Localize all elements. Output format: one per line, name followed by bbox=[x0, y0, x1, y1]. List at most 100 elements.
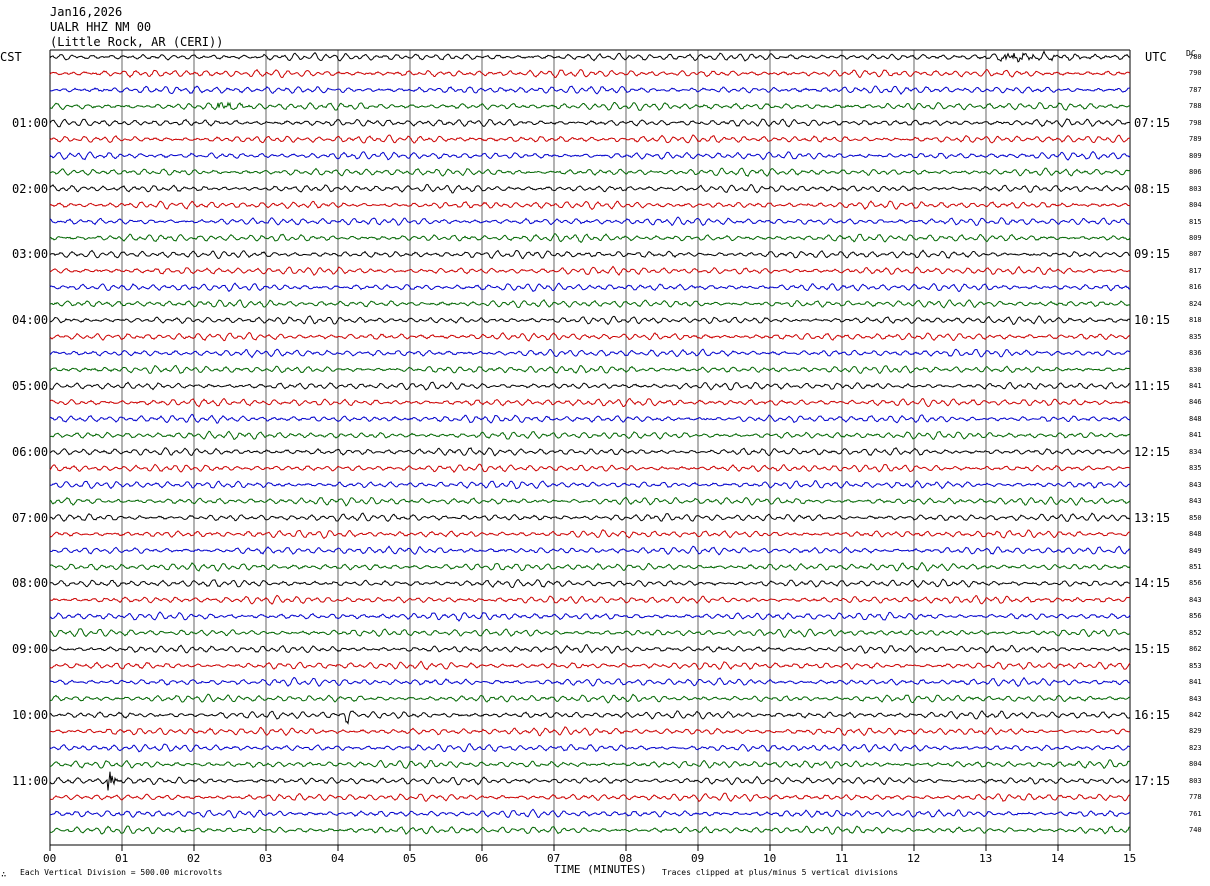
trace-1 bbox=[49, 68, 1131, 79]
hour-label-cst-4: 05:00 bbox=[12, 379, 49, 393]
scale-note: Each Vertical Division = 500.00 microvol… bbox=[20, 868, 223, 877]
hour-label-utc-2: 09:15 bbox=[1134, 247, 1171, 262]
hour-label-utc-7: 14:15 bbox=[1134, 576, 1171, 591]
dc-offset-17: 835 bbox=[1189, 332, 1202, 341]
dc-offset-44: 803 bbox=[1189, 776, 1202, 785]
hour-label-cst-7: 08:00 bbox=[12, 576, 49, 591]
trace-44 bbox=[49, 771, 1131, 791]
trace-7 bbox=[49, 167, 1131, 177]
dc-offset-38: 841 bbox=[1189, 678, 1202, 687]
dc-offset-25: 835 bbox=[1189, 464, 1202, 473]
dc-offset-47: 740 bbox=[1189, 826, 1202, 835]
hour-label-cst-1: 02:00 bbox=[12, 181, 49, 196]
dc-offset-0: 780 bbox=[1189, 53, 1202, 61]
trace-9 bbox=[49, 200, 1131, 211]
trace-34 bbox=[49, 611, 1131, 622]
trace-10 bbox=[49, 216, 1131, 227]
trace-30 bbox=[49, 545, 1131, 556]
hour-label-utc-0: 07:15 bbox=[1134, 115, 1171, 130]
dc-offset-32: 856 bbox=[1189, 579, 1202, 588]
trace-26 bbox=[49, 480, 1131, 490]
dc-offset-34: 856 bbox=[1189, 612, 1202, 621]
trace-33 bbox=[49, 594, 1131, 605]
x-tick-label-5: 05 bbox=[403, 852, 417, 865]
trace-42 bbox=[49, 743, 1131, 753]
dc-offset-16: 818 bbox=[1189, 316, 1202, 325]
x-tick-label-10: 10 bbox=[763, 852, 777, 865]
date-label: Jan16,2026 bbox=[50, 5, 123, 19]
trace-5 bbox=[49, 134, 1131, 144]
x-tick-label-9: 09 bbox=[691, 852, 705, 865]
dc-offset-42: 823 bbox=[1189, 743, 1202, 752]
trace-27 bbox=[49, 496, 1131, 507]
dc-offset-43: 804 bbox=[1189, 760, 1202, 769]
dc-offset-40: 842 bbox=[1189, 711, 1202, 719]
hour-label-utc-8: 15:15 bbox=[1134, 642, 1171, 657]
dc-offset-39: 843 bbox=[1189, 694, 1202, 703]
dc-label: DC bbox=[1186, 49, 1196, 58]
dc-offset-19: 830 bbox=[1189, 365, 1202, 374]
hour-label-cst-5: 06:00 bbox=[12, 444, 49, 459]
dc-offset-45: 778 bbox=[1189, 793, 1202, 802]
dc-offset-21: 846 bbox=[1189, 398, 1202, 407]
dc-offset-8: 803 bbox=[1189, 184, 1202, 193]
hour-label-cst-3: 04:00 bbox=[12, 313, 49, 328]
dc-offset-24: 834 bbox=[1189, 447, 1202, 456]
dc-offset-3: 788 bbox=[1189, 102, 1202, 111]
dc-offset-1: 790 bbox=[1189, 69, 1202, 78]
dc-offset-22: 848 bbox=[1189, 414, 1202, 423]
dc-offset-20: 841 bbox=[1189, 382, 1202, 390]
x-tick-label-12: 12 bbox=[907, 852, 921, 865]
trace-25 bbox=[49, 463, 1131, 473]
trace-38 bbox=[49, 676, 1131, 688]
hour-label-utc-10: 17:15 bbox=[1134, 773, 1171, 788]
x-tick-label-14: 14 bbox=[1051, 852, 1065, 865]
trace-39 bbox=[49, 693, 1130, 704]
trace-0 bbox=[49, 50, 1130, 63]
trace-4 bbox=[49, 118, 1130, 128]
trace-47 bbox=[49, 825, 1131, 836]
dc-offset-18: 836 bbox=[1189, 349, 1202, 358]
x-tick-label-2: 02 bbox=[187, 852, 201, 865]
dc-offset-37: 853 bbox=[1189, 661, 1202, 670]
trace-20 bbox=[49, 381, 1131, 391]
trace-35 bbox=[49, 628, 1131, 638]
trace-31 bbox=[49, 561, 1131, 572]
dc-offset-12: 807 bbox=[1189, 250, 1202, 259]
dc-offset-27: 843 bbox=[1189, 497, 1202, 506]
dc-offset-14: 816 bbox=[1189, 283, 1202, 292]
x-tick-label-11: 11 bbox=[835, 852, 849, 865]
dc-offset-10: 815 bbox=[1189, 217, 1202, 226]
dc-offset-29: 848 bbox=[1189, 530, 1202, 539]
dc-offset-11: 809 bbox=[1189, 233, 1202, 242]
x-tick-label-13: 13 bbox=[979, 852, 993, 865]
dc-offset-31: 851 bbox=[1189, 562, 1202, 571]
trace-21 bbox=[49, 397, 1131, 408]
trace-32 bbox=[49, 578, 1131, 589]
x-tick-label-3: 03 bbox=[259, 852, 273, 865]
hour-label-cst-10: 11:00 bbox=[12, 773, 49, 788]
dc-offset-5: 789 bbox=[1189, 135, 1202, 144]
x-tick-label-8: 08 bbox=[619, 852, 633, 865]
dc-offset-4: 798 bbox=[1189, 118, 1202, 127]
trace-22 bbox=[49, 413, 1131, 424]
x-tick-label-1: 01 bbox=[115, 852, 129, 865]
trace-13 bbox=[49, 265, 1131, 276]
trace-18 bbox=[49, 348, 1131, 359]
x-tick-label-15: 15 bbox=[1123, 852, 1137, 865]
trace-3 bbox=[49, 101, 1131, 111]
trace-23 bbox=[49, 430, 1131, 440]
corner-mark: ∴ bbox=[1, 870, 7, 880]
dc-offset-15: 824 bbox=[1189, 299, 1202, 308]
hour-label-utc-5: 12:15 bbox=[1134, 444, 1171, 459]
trace-29 bbox=[49, 528, 1131, 540]
hour-label-cst-9: 10:00 bbox=[12, 708, 49, 722]
location-label: (Little Rock, AR (CERI)) bbox=[50, 35, 224, 49]
trace-45 bbox=[49, 792, 1131, 803]
x-tick-label-6: 06 bbox=[475, 852, 489, 865]
station-label: UALR HHZ NM 00 bbox=[50, 20, 152, 34]
dc-offset-2: 787 bbox=[1189, 85, 1202, 94]
dc-offset-9: 804 bbox=[1189, 201, 1202, 210]
dc-offset-23: 841 bbox=[1189, 431, 1202, 440]
